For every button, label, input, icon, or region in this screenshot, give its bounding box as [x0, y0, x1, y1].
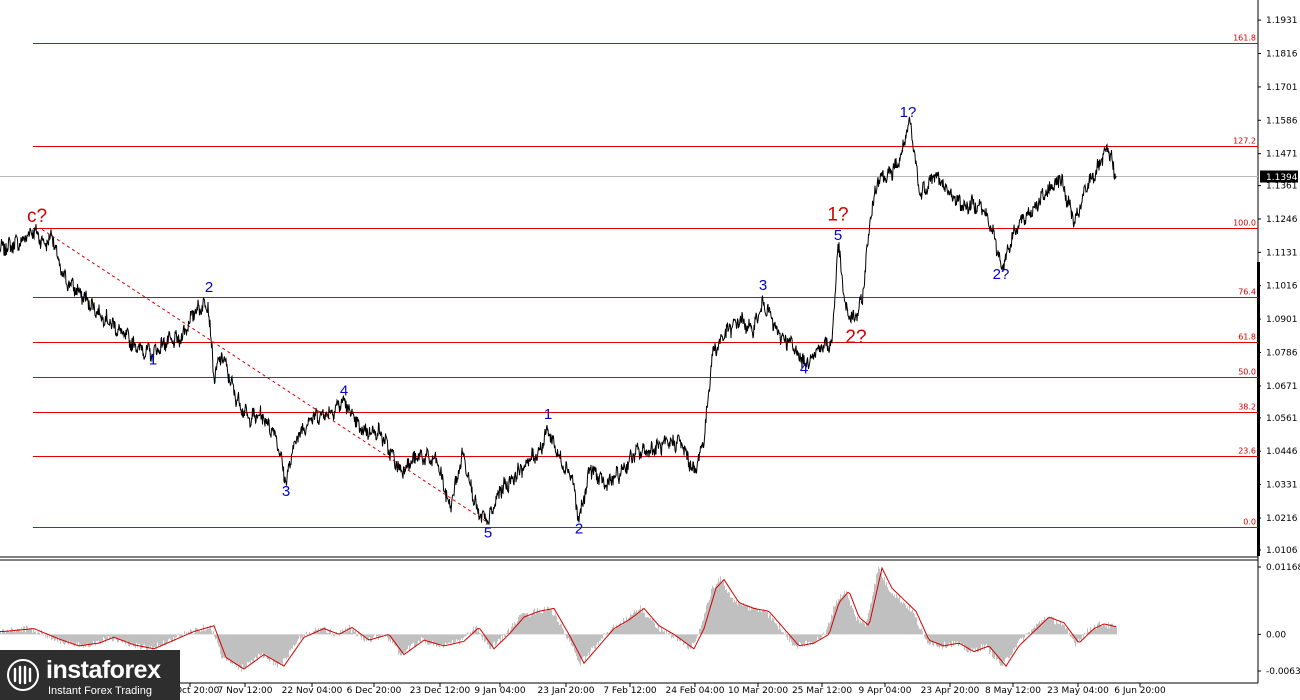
- price-axis: 1.1931 1.1816 1.1701 1.1586 1.1471 1.1361 1.12…: [1258, 16, 1298, 556]
- oscillator-panel: 0.01168 0.00 -0.00635: [0, 563, 1300, 677]
- price-tick-label: 1.1586: [1266, 116, 1298, 126]
- oscillator-signal-line: [0, 566, 1117, 670]
- fibonacci-levels: 161.8 127.2 100.0 76.4 61.8 50.0 38.2 23.6 0.0: [0, 34, 1258, 528]
- scroll-marker: [1257, 262, 1260, 556]
- wave-label: 1?: [827, 205, 848, 226]
- fib-label: 127.2: [1233, 137, 1256, 146]
- fib-label: 161.8: [1233, 34, 1256, 43]
- wave-label: 3: [282, 483, 290, 500]
- price-tick-label: 1.1016: [1266, 282, 1298, 292]
- time-tick-label: 25 Mar 12:00: [792, 686, 852, 696]
- wave-label: 1: [149, 352, 157, 369]
- fib-label: 23.6: [1238, 447, 1256, 456]
- trendline-layer: [41, 229, 489, 524]
- price-tick-label: 1.0901: [1266, 315, 1298, 325]
- price-tick-label: 1.0671: [1266, 382, 1298, 392]
- price-series-layer: [0, 116, 1117, 525]
- time-tick-label: 8 May 12:00: [985, 686, 1041, 696]
- fib-label: 0.0: [1243, 518, 1256, 527]
- price-tick-label: 1.1701: [1266, 83, 1298, 93]
- price-tick-label: 1.1361: [1266, 182, 1298, 192]
- current-price-label: 1.1394: [1266, 173, 1298, 183]
- price-tick-label: 1.0446: [1266, 447, 1298, 457]
- time-tick-label: 23 May 04:00: [1047, 686, 1109, 696]
- price-tick-label: 1.1471: [1266, 150, 1298, 160]
- fib-label: 61.8: [1238, 333, 1256, 342]
- wave-label: 4: [340, 382, 348, 399]
- price-tick-label: 1.0786: [1266, 349, 1298, 359]
- wave-label: 5: [484, 525, 492, 542]
- wave-label: 3: [759, 277, 767, 294]
- time-tick-label: 22 Nov 04:00: [282, 686, 343, 696]
- price-tick-label: 1.0216: [1266, 514, 1298, 524]
- price-tick-label: 1.0561: [1266, 414, 1298, 424]
- price-tick-label: 1.1816: [1266, 50, 1298, 60]
- price-tick-label: 1.1931: [1266, 16, 1298, 26]
- price-tick-label: 1.1246: [1266, 215, 1298, 225]
- wave-label: 1: [544, 406, 552, 423]
- price-series-line: [0, 116, 1117, 525]
- wave-label: 2: [575, 520, 583, 537]
- time-axis: 23 Oct 20:007 Nov 12:00 22 Nov 04:00 6 Dec…: [161, 683, 1166, 696]
- trendline: [41, 229, 489, 524]
- wave-label: 5: [834, 227, 842, 244]
- time-tick-label: 23 Oct 20:00: [161, 686, 220, 696]
- logo-name: instaforex: [46, 656, 161, 684]
- time-tick-label: 7 Feb 12:00: [603, 686, 657, 696]
- time-tick-label: 6 Dec 20:00: [347, 686, 402, 696]
- time-tick-label: 23 Jan 20:00: [538, 686, 595, 696]
- current-price-box: [1260, 170, 1298, 183]
- time-tick-label: 7 Nov 12:00: [218, 686, 273, 696]
- time-tick-label: 24 Feb 04:00: [665, 686, 724, 696]
- wave-label: 2: [205, 279, 213, 296]
- time-tick-label: 9 Apr 04:00: [859, 686, 912, 696]
- fib-label: 100.0: [1233, 219, 1256, 228]
- oscillator-tick-label: 0.01168: [1266, 563, 1300, 573]
- logo-tagline: Instant Forex Trading: [48, 685, 152, 697]
- wave-label: c?: [27, 206, 47, 227]
- price-tick-label: 1.0331: [1266, 481, 1298, 491]
- oscillator-tick-label: -0.00635: [1266, 667, 1300, 677]
- instaforex-logo: instaforex Instant Forex Trading: [0, 650, 180, 700]
- price-tick-label: 1.1131: [1266, 248, 1298, 258]
- logo-mark-icon: [7, 659, 39, 691]
- price-tick-label: 1.0106: [1266, 546, 1298, 556]
- time-tick-label: 23 Dec 12:00: [410, 686, 471, 696]
- fib-label: 38.2: [1238, 403, 1256, 412]
- time-tick-label: 6 Jun 20:00: [1114, 686, 1166, 696]
- wave-label: 2?: [993, 266, 1010, 283]
- time-tick-label: 9 Jan 04:00: [474, 686, 526, 696]
- time-tick-label: 23 Apr 20:00: [921, 686, 980, 696]
- wave-label: 2?: [845, 327, 866, 348]
- fib-label: 76.4: [1238, 288, 1256, 297]
- time-tick-label: 10 Mar 20:00: [728, 686, 788, 696]
- wave-label: 1?: [900, 104, 917, 121]
- wave-label: 4: [800, 361, 808, 378]
- fib-label: 50.0: [1238, 368, 1256, 377]
- oscillator-tick-label: 0.00: [1266, 630, 1286, 640]
